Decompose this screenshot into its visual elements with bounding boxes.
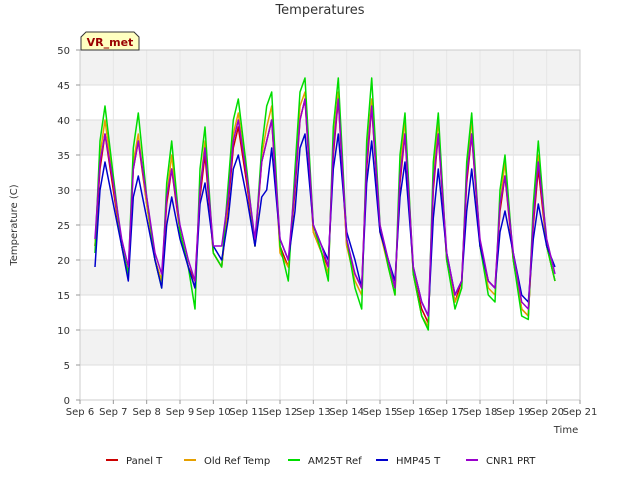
x-tick-label: Sep 10 [196, 407, 231, 418]
legend-label-hmp45-t: HMP45 T [396, 456, 441, 467]
y-tick-label: 40 [57, 116, 70, 127]
legend-label-am25t-ref: AM25T Ref [308, 456, 362, 467]
x-tick-label: Sep 20 [529, 407, 564, 418]
x-tick-label: Sep 11 [229, 407, 264, 418]
legend-label-panel-t: Panel T [126, 456, 163, 467]
series-line-hmp45-t [94, 133, 556, 317]
background-band [80, 50, 580, 85]
x-tick-label: Sep 12 [263, 407, 298, 418]
annotation-badge: VR_met [80, 31, 140, 51]
x-tick-label: Sep 17 [429, 407, 464, 418]
x-tick-label: Sep 9 [166, 407, 194, 418]
y-axis: 0 5 10 15 20 25 30 35 40 45 50 [57, 46, 80, 407]
background-band [80, 330, 580, 365]
x-tick-label: Sep 21 [563, 407, 598, 418]
y-tick-label: 25 [57, 221, 70, 232]
x-tick-label: Sep 6 [66, 407, 94, 418]
legend-label-old-ref-temp: Old Ref Temp [204, 456, 270, 467]
y-tick-label: 5 [64, 361, 70, 372]
y-tick-label: 0 [64, 396, 70, 407]
background-bands [80, 50, 580, 365]
x-tick-label: Sep 8 [132, 407, 160, 418]
background-band [80, 260, 580, 295]
y-tick-label: 30 [57, 186, 70, 197]
x-tick-label: Sep 19 [496, 407, 531, 418]
x-tick-label: Sep 13 [296, 407, 331, 418]
y-tick-label: 10 [57, 326, 70, 337]
x-tick-label: Sep 18 [463, 407, 498, 418]
x-tick-label: Sep 16 [396, 407, 431, 418]
series-line-cnr1-prt [94, 98, 556, 317]
annotation-badge-text: VR_met [87, 36, 134, 49]
chart-title: Temperatures [274, 3, 364, 18]
background-band [80, 120, 580, 155]
series-lines [94, 77, 556, 331]
y-axis-title: Temperature (C) [9, 184, 20, 266]
legend-label-cnr1-prt: CNR1 PRT [486, 456, 536, 467]
annotation-badge-shape [80, 31, 140, 51]
y-tick-label: 15 [57, 291, 70, 302]
y-tick-label: 45 [57, 81, 70, 92]
x-tick-label: Sep 15 [363, 407, 398, 418]
x-tick-label: Sep 7 [99, 407, 127, 418]
x-axis-title: Time [553, 425, 578, 436]
x-tick-label: Sep 14 [329, 407, 364, 418]
y-tick-label: 35 [57, 151, 70, 162]
legend: Panel T Old Ref Temp AM25T Ref HMP45 T CNR1 … [106, 456, 536, 467]
y-tick-label: 50 [57, 46, 70, 57]
y-tick-label: 20 [57, 256, 70, 267]
